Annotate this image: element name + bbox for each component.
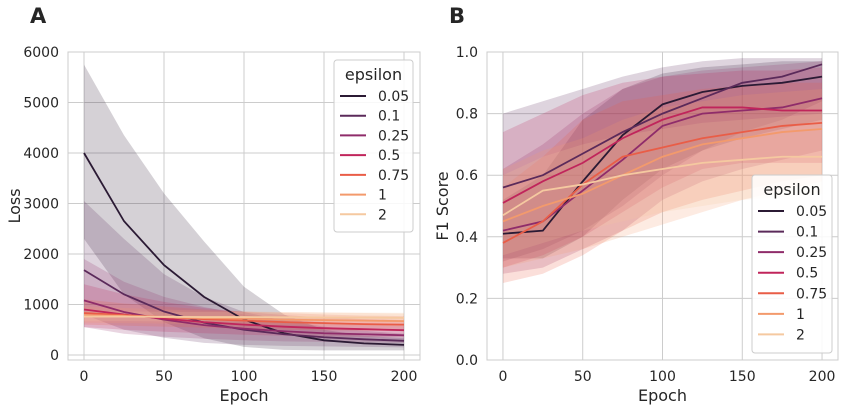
- series-line-0.25: [502, 97, 823, 232]
- legend-title: epsilon: [763, 180, 820, 199]
- x-tick-label: 0: [498, 369, 507, 385]
- legend-label: 2: [378, 207, 387, 223]
- x-tick-label: 150: [729, 369, 756, 385]
- y-tick-label: 0: [50, 348, 59, 364]
- confidence-band-0.25: [502, 61, 823, 274]
- y-axis-label: F1 Score: [433, 171, 452, 240]
- series-line-0.05: [502, 75, 823, 235]
- y-tick-label: 4000: [23, 146, 59, 162]
- panel-b: B 0 50 100 150 200 0.0 0.2 0.4 0.6 0.8 1.0 Epoch F1 S…: [433, 4, 839, 405]
- x-tick-label: 200: [391, 369, 418, 385]
- legend-label: 0.05: [378, 89, 409, 105]
- legend: epsilon 0.05 0.1 0.25 0.5 0.75 1 2: [333, 59, 414, 233]
- legend-label: 0.5: [378, 148, 400, 164]
- x-tick-label: 100: [231, 369, 258, 385]
- x-tick-label: 200: [809, 369, 836, 385]
- panel-letter: B: [449, 4, 465, 28]
- axes-frame: [486, 51, 839, 361]
- y-tick-label: 2000: [23, 247, 59, 263]
- x-axis-label: Epoch: [220, 386, 269, 405]
- axes-frame: [67, 51, 421, 361]
- plot-area: [502, 58, 823, 283]
- series-line-0.05: [83, 152, 405, 346]
- y-tick-label: 0.4: [456, 230, 478, 246]
- y-tick-label: 0.2: [456, 291, 478, 307]
- legend-label: 1: [378, 188, 387, 204]
- panel-a: A0 50 100 150 2000100020003000400050006000Ep…: [5, 4, 421, 405]
- series-line-0.1: [502, 63, 823, 189]
- confidence-band-0.1: [502, 58, 823, 262]
- legend-label: 1: [796, 307, 805, 323]
- confidence-band-0.05: [84, 64, 404, 351]
- x-tick-label: 0: [80, 369, 89, 385]
- x-tick-label: 100: [649, 369, 676, 385]
- confidence-band-0.5: [502, 67, 823, 268]
- y-tick-label: 5000: [23, 95, 59, 111]
- legend: epsilon 0.05 0.1 0.25 0.5 0.75 1 2: [751, 174, 833, 354]
- legend-label: 0.1: [796, 225, 818, 241]
- confidence-band-2: [502, 113, 823, 256]
- y-axis-label: Loss: [5, 188, 24, 223]
- legend-title: epsilon: [345, 65, 402, 84]
- x-tick-label: 50: [574, 369, 592, 385]
- series-line-0.1: [83, 269, 405, 342]
- series-line-0.75: [502, 121, 823, 244]
- y-tick-label: 0.8: [456, 107, 478, 123]
- y-tick-label: 0.0: [456, 353, 478, 369]
- legend-label: 2: [796, 327, 805, 343]
- series-line-2: [502, 155, 823, 217]
- series-line-2: [84, 315, 405, 319]
- x-tick-label: 150: [311, 369, 338, 385]
- series-line-1: [502, 128, 823, 223]
- legend-label: 0.5: [796, 266, 818, 282]
- y-tick-label: 0.6: [456, 168, 478, 184]
- y-tick-label: 3000: [23, 196, 59, 212]
- y-tick-label: 1000: [23, 297, 59, 313]
- panel-letter: A: [30, 4, 47, 28]
- legend-box: [751, 174, 833, 354]
- legend-label: 0.1: [378, 109, 400, 125]
- legend-label: 0.75: [378, 168, 409, 184]
- y-tick-label: 6000: [23, 45, 59, 61]
- x-axis-label: Epoch: [638, 386, 687, 405]
- legend-box: [333, 59, 414, 233]
- legend-label: 0.75: [796, 286, 827, 302]
- confidence-band-1: [502, 88, 823, 268]
- plot-area: [83, 64, 405, 351]
- legend-label: 0.05: [796, 204, 827, 220]
- series-line-0.25: [83, 299, 405, 337]
- confidence-band-0.25: [84, 259, 404, 343]
- x-tick-label: 50: [155, 369, 173, 385]
- legend-label: 0.25: [378, 128, 409, 144]
- series-line-0.5: [502, 106, 823, 204]
- y-tick-label: 1.0: [456, 45, 478, 61]
- legend-label: 0.25: [796, 245, 827, 261]
